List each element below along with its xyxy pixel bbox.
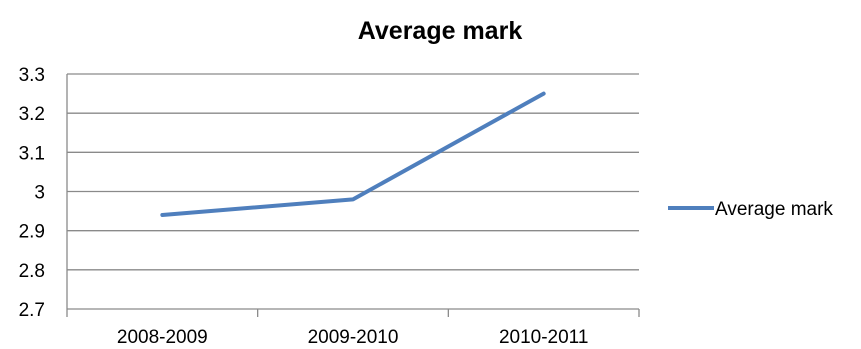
x-tick-label: 2010-2011 bbox=[499, 327, 588, 348]
series-line bbox=[160, 91, 546, 217]
y-tick-label: 3.1 bbox=[19, 143, 45, 164]
gridlines bbox=[67, 73, 639, 310]
y-tick-label: 2.8 bbox=[19, 261, 45, 282]
legend: Average mark bbox=[668, 199, 833, 220]
y-tick-label: 3.3 bbox=[19, 65, 45, 86]
y-tick-label: 3 bbox=[34, 183, 45, 204]
x-tick-label: 2008-2009 bbox=[117, 327, 208, 348]
chart-title: Average mark bbox=[358, 17, 523, 45]
y-tick-label: 2.7 bbox=[19, 300, 45, 321]
y-tick-label: 3.2 bbox=[19, 104, 45, 125]
y-axis-ticks: 2.7 2.8 2.9 3 3.1 3.2 3.3 bbox=[19, 65, 45, 321]
x-axis: 2008-2009 2009-2010 2010-2011 bbox=[66, 74, 640, 348]
x-tick-label: 2009-2010 bbox=[308, 327, 399, 348]
y-tick-label: 2.9 bbox=[19, 222, 45, 243]
series-layer bbox=[160, 91, 546, 217]
legend-label: Average mark bbox=[715, 199, 833, 220]
